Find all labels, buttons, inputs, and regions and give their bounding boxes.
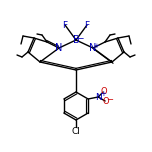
Text: O: O [103, 97, 109, 105]
Text: N: N [95, 93, 102, 102]
Text: B: B [73, 35, 79, 45]
Text: −: − [76, 33, 84, 43]
Text: F: F [62, 21, 67, 29]
Text: +: + [94, 43, 99, 49]
Text: −: − [107, 95, 114, 105]
Text: +: + [100, 92, 106, 97]
Text: Cl: Cl [72, 126, 80, 135]
Text: O: O [101, 88, 107, 97]
Text: N: N [55, 43, 63, 53]
Text: N: N [89, 43, 97, 53]
Text: F: F [85, 21, 90, 29]
